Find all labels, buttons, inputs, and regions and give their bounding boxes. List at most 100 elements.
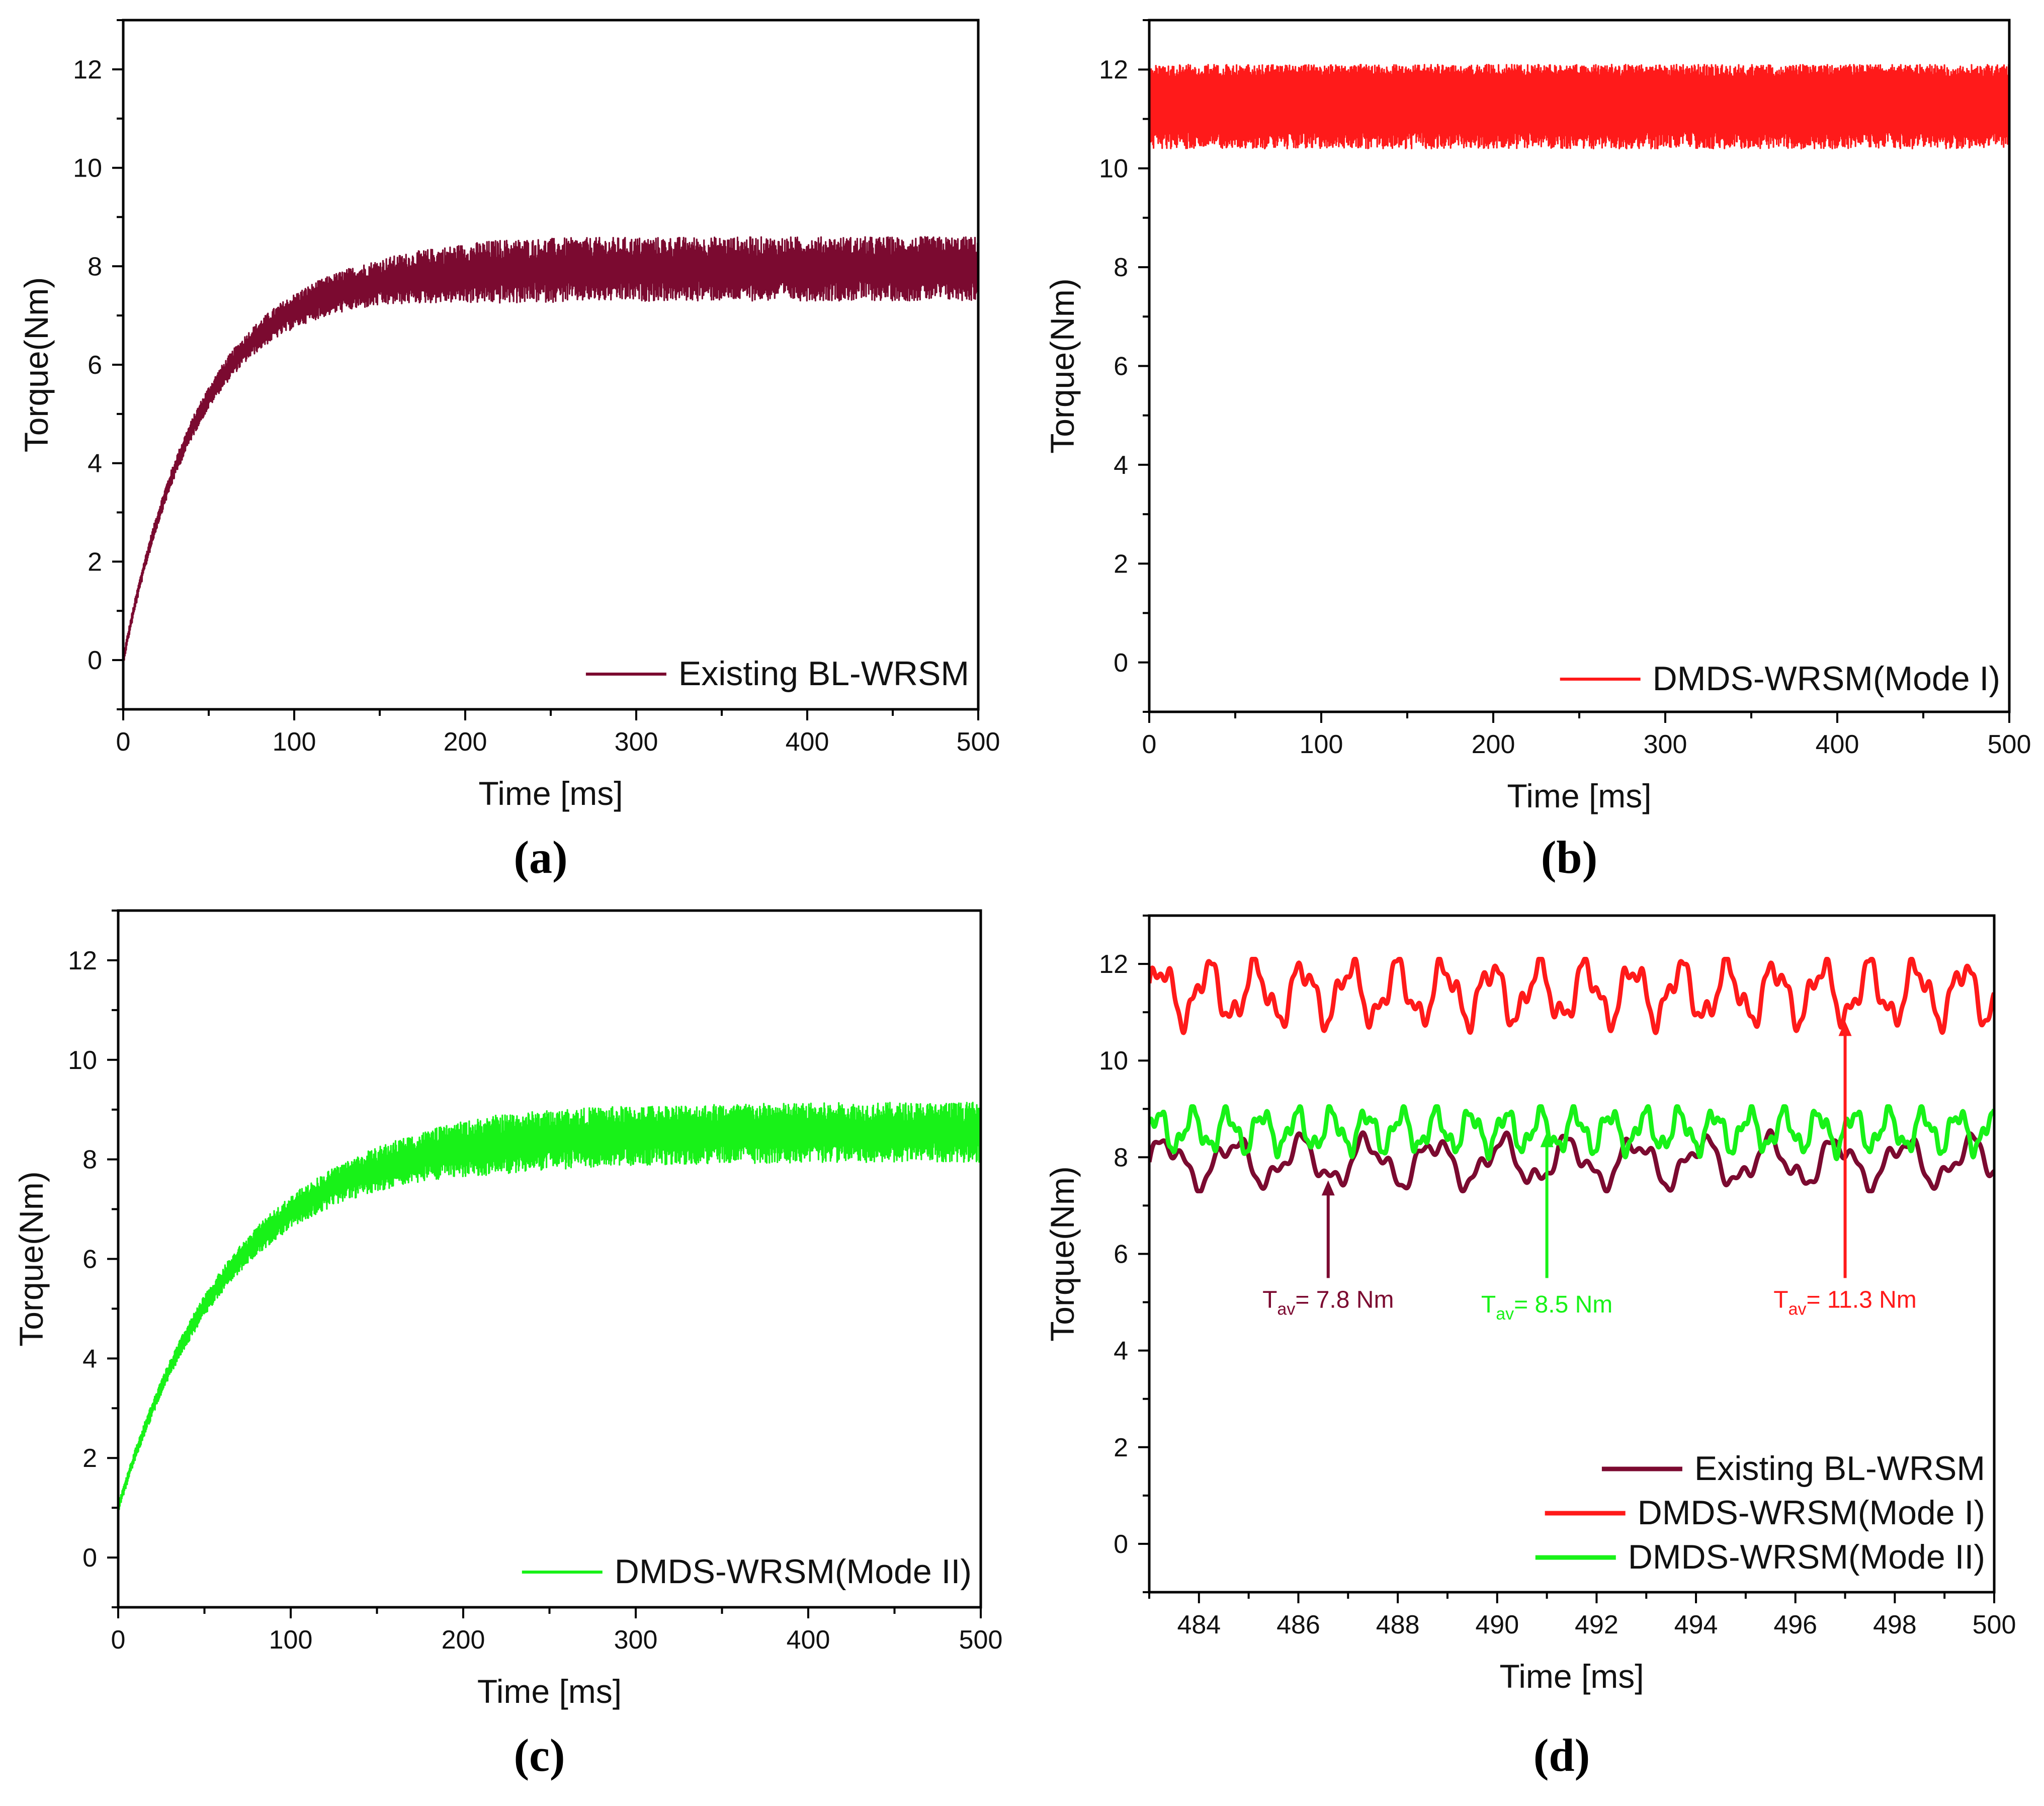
legend-label: DMDS-WRSM(Mode II) bbox=[1628, 1538, 1985, 1576]
annotation-value: = 11.3 Nm bbox=[1807, 1286, 1917, 1313]
x-tick-label: 200 bbox=[442, 1625, 485, 1655]
x-tick-label: 100 bbox=[273, 727, 316, 757]
y-tick-label: 10 bbox=[1099, 1046, 1128, 1076]
y-axis-title: Torque(Nm) bbox=[18, 277, 55, 452]
y-tick-label: 12 bbox=[68, 946, 97, 975]
y-tick-label: 0 bbox=[82, 1543, 97, 1573]
annotation-symbol: T bbox=[1481, 1291, 1496, 1318]
x-tick-label: 500 bbox=[959, 1625, 1003, 1655]
y-tick-label: 10 bbox=[68, 1046, 97, 1075]
annotation-subscript: av bbox=[1277, 1299, 1295, 1319]
annotation-symbol: T bbox=[1262, 1286, 1277, 1313]
x-tick-label: 500 bbox=[957, 727, 1000, 757]
x-tick-label: 400 bbox=[787, 1625, 830, 1655]
annotation-arrowhead bbox=[1540, 1132, 1554, 1147]
chart-panel-2: 0 100 200 300 400 500 0 2 4 6 8 10 12 Time [ms] Torque… bbox=[13, 909, 1003, 1781]
y-tick-label: 2 bbox=[82, 1444, 97, 1473]
y-tick-label: 12 bbox=[73, 55, 102, 85]
annotation-label: Tav= 7.8 Nm bbox=[1262, 1286, 1394, 1319]
x-tick-label: 490 bbox=[1475, 1610, 1519, 1639]
series-line-0 bbox=[123, 236, 978, 662]
annotation-subscript: av bbox=[1788, 1299, 1807, 1319]
y-tick-label: 8 bbox=[82, 1145, 97, 1175]
y-tick-label: 8 bbox=[1114, 1143, 1128, 1172]
torque-average-annotation: Tav= 7.8 Nm bbox=[1262, 1180, 1394, 1319]
x-tick-label: 0 bbox=[1142, 730, 1157, 759]
series-line-1 bbox=[1149, 957, 1994, 1035]
x-tick-label: 300 bbox=[615, 727, 658, 757]
x-tick-label: 400 bbox=[1816, 730, 1859, 759]
legend-label: DMDS-WRSM(Mode I) bbox=[1638, 1494, 1985, 1532]
x-tick-label: 488 bbox=[1376, 1610, 1420, 1639]
x-tick-label: 400 bbox=[786, 727, 829, 757]
series-line-0 bbox=[1149, 1128, 1994, 1194]
x-tick-label: 484 bbox=[1177, 1610, 1221, 1639]
y-tick-label: 4 bbox=[82, 1344, 97, 1373]
panel-caption: (c) bbox=[514, 1730, 565, 1781]
x-tick-label: 500 bbox=[1988, 730, 2031, 759]
x-tick-label: 300 bbox=[614, 1625, 658, 1655]
y-tick-label: 4 bbox=[1114, 1337, 1128, 1366]
x-axis-title: Time [ms] bbox=[1507, 777, 1651, 814]
y-tick-label: 10 bbox=[1099, 154, 1128, 184]
y-axis-title: Torque(Nm) bbox=[13, 1171, 50, 1346]
annotation-symbol: T bbox=[1773, 1286, 1788, 1313]
annotation-arrowhead bbox=[1321, 1180, 1335, 1196]
y-tick-label: 2 bbox=[1114, 1433, 1128, 1462]
x-tick-label: 498 bbox=[1873, 1610, 1917, 1639]
chart-panel-0: 0 100 200 300 400 500 0 2 4 6 8 10 12 Time [ms] Torque… bbox=[18, 19, 1000, 883]
legend-label: Existing BL-WRSM bbox=[678, 654, 969, 693]
x-tick-label: 100 bbox=[1300, 730, 1343, 759]
x-axis-title: Time [ms] bbox=[477, 1673, 622, 1710]
annotation-value: = 8.5 Nm bbox=[1514, 1291, 1612, 1318]
legend-label: DMDS-WRSM(Mode I) bbox=[1653, 660, 2000, 698]
y-tick-label: 2 bbox=[88, 547, 102, 577]
x-tick-label: 500 bbox=[1973, 1610, 2016, 1639]
series-line-0 bbox=[118, 1102, 981, 1511]
y-tick-label: 6 bbox=[1114, 1240, 1128, 1269]
annotation-label: Tav= 8.5 Nm bbox=[1481, 1291, 1612, 1324]
legend-label: DMDS-WRSM(Mode II) bbox=[615, 1552, 972, 1591]
y-tick-label: 6 bbox=[82, 1245, 97, 1274]
y-tick-label: 12 bbox=[1099, 950, 1128, 979]
y-tick-label: 6 bbox=[88, 351, 102, 380]
x-tick-label: 200 bbox=[1472, 730, 1515, 759]
y-tick-label: 2 bbox=[1114, 549, 1128, 579]
x-tick-label: 100 bbox=[269, 1625, 313, 1655]
x-tick-label: 486 bbox=[1276, 1610, 1320, 1639]
x-tick-label: 494 bbox=[1674, 1610, 1718, 1639]
x-tick-label: 496 bbox=[1773, 1610, 1817, 1639]
y-tick-label: 8 bbox=[1114, 253, 1128, 282]
panel-caption: (b) bbox=[1541, 832, 1597, 883]
annotation-value: = 7.8 Nm bbox=[1295, 1286, 1394, 1313]
annotation-subscript: av bbox=[1496, 1304, 1514, 1324]
x-tick-label: 200 bbox=[444, 727, 487, 757]
x-tick-label: 492 bbox=[1575, 1610, 1619, 1639]
series-line-2 bbox=[1149, 1104, 1994, 1162]
y-axis-title: Torque(Nm) bbox=[1044, 1166, 1081, 1341]
chart-panel-1: 0 100 200 300 400 500 0 2 4 6 8 10 12 Time [ms] Torque… bbox=[1044, 19, 2031, 883]
x-axis-title: Time [ms] bbox=[478, 775, 623, 812]
x-tick-label: 300 bbox=[1644, 730, 1687, 759]
y-tick-label: 0 bbox=[1114, 1530, 1128, 1559]
x-axis-title: Time [ms] bbox=[1499, 1658, 1644, 1695]
y-tick-label: 10 bbox=[73, 154, 102, 183]
x-tick-label: 0 bbox=[116, 727, 131, 757]
annotation-label: Tav= 11.3 Nm bbox=[1773, 1286, 1916, 1319]
panel-caption: (a) bbox=[514, 832, 567, 883]
y-tick-label: 6 bbox=[1114, 352, 1128, 381]
torque-average-annotation: Tav= 11.3 Nm bbox=[1773, 1021, 1917, 1319]
y-tick-label: 4 bbox=[1114, 451, 1128, 480]
series-line-0 bbox=[1149, 63, 2009, 149]
annotation-arrowhead bbox=[1838, 1021, 1852, 1036]
y-tick-label: 4 bbox=[88, 449, 102, 478]
y-tick-label: 8 bbox=[88, 252, 102, 281]
x-tick-label: 0 bbox=[111, 1625, 126, 1655]
y-tick-label: 0 bbox=[1114, 648, 1128, 678]
chart-panel-3: 484 486 488 490 492 494 496 498 500 0 2 4 6 8 10 12 Time… bbox=[1044, 914, 2016, 1781]
y-axis-title: Torque(Nm) bbox=[1044, 278, 1081, 453]
y-tick-label: 0 bbox=[88, 646, 102, 675]
legend-label: Existing BL-WRSM bbox=[1694, 1449, 1985, 1488]
